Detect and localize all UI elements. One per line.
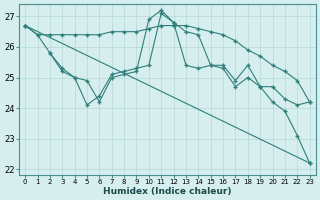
X-axis label: Humidex (Indice chaleur): Humidex (Indice chaleur)	[103, 187, 232, 196]
